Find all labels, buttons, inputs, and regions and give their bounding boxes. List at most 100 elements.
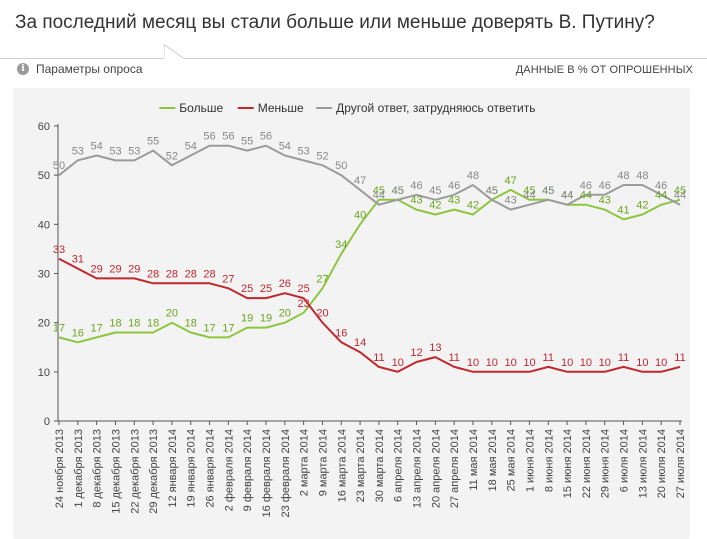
data-label: 11 (543, 352, 554, 364)
data-label: 33 (53, 244, 65, 256)
page-title: За последний месяц вы стали больше или м… (15, 12, 655, 33)
legend-label: Другой ответ, затрудняюсь ответить (336, 101, 535, 115)
data-label: 28 (203, 268, 215, 280)
data-label: 45 (486, 185, 498, 197)
data-label: 46 (410, 180, 422, 192)
data-label: 45 (392, 185, 404, 197)
header-divider-notch (164, 44, 184, 59)
x-tick-label: 1 июня 2014 (524, 429, 536, 492)
data-label: 45 (392, 185, 404, 197)
data-label: 23 (298, 298, 310, 310)
data-label: 44 (373, 190, 385, 202)
data-label: 17 (53, 322, 65, 334)
data-label: 29 (109, 263, 121, 275)
x-tick-label: 1 декабря 2013 (73, 429, 85, 508)
data-label: 44 (561, 190, 573, 202)
data-label: 11 (618, 352, 629, 364)
survey-params-toggle[interactable]: i Параметры опроса (17, 62, 143, 76)
data-label: 17 (91, 322, 103, 334)
data-label: 41 (617, 204, 629, 216)
data-label: 17 (222, 322, 234, 334)
data-label: 29 (91, 263, 103, 275)
data-label: 10 (486, 357, 498, 369)
data-label: 55 (147, 136, 159, 148)
data-label: 55 (241, 136, 253, 148)
data-label: 44 (580, 190, 592, 202)
x-tick-label: 9 февраля 2014 (242, 429, 254, 511)
x-tick-label: 26 января 2014 (205, 429, 217, 508)
x-tick-label: 12 января 2014 (167, 429, 179, 508)
x-tick-label: 8 декабря 2013 (92, 429, 104, 508)
series-line-0 (58, 188, 681, 344)
data-label: 48 (636, 170, 648, 182)
data-label: 53 (298, 145, 310, 157)
x-tick-label: 16 марта 2014 (336, 429, 348, 502)
x-tick-label: 27 апреля 2014 (449, 429, 461, 508)
data-label: 50 (53, 160, 65, 172)
data-label: 18 (185, 318, 197, 330)
x-tick-label: 23 февраля 2014 (280, 429, 292, 517)
data-label: 40 (354, 209, 366, 221)
data-label: 27 (316, 273, 328, 285)
info-icon: i (17, 63, 29, 75)
data-label: 48 (617, 170, 629, 182)
x-tick-label: 18 мая 2014 (487, 429, 499, 491)
data-label: 28 (185, 268, 197, 280)
data-label: 10 (467, 357, 479, 369)
data-label: 19 (260, 313, 272, 325)
x-tick-label: 23 марта 2014 (355, 429, 367, 502)
data-label: 18 (128, 318, 140, 330)
legend-label: Больше (179, 101, 223, 115)
data-label: 11 (674, 352, 685, 364)
header-divider-left (0, 58, 164, 59)
header-divider-right (184, 58, 707, 59)
x-tick-label: 8 июня 2014 (543, 429, 555, 492)
data-label: 11 (448, 352, 459, 364)
series-line-2 (58, 144, 681, 211)
data-label: 26 (279, 278, 291, 290)
data-label: 11 (373, 352, 384, 364)
data-label: 46 (448, 180, 460, 192)
y-tick-label: 40 (38, 219, 50, 231)
data-label: 10 (392, 357, 404, 369)
y-tick-label: 10 (38, 367, 50, 379)
chart-axes: 0 10 20 30 40 50 60 24 ноября 2013 1 декабря 201… (38, 121, 687, 517)
x-tick-label: 6 июля 2014 (619, 429, 631, 492)
data-label: 56 (222, 131, 234, 143)
x-tick-label: 15 июня 2014 (562, 429, 574, 498)
chart-panel: Больше Меньше Другой ответ, затрудняюсь от… (13, 88, 690, 539)
x-tick-label: 20 июля 2014 (656, 429, 668, 498)
data-label: 16 (72, 327, 84, 339)
x-tick-label: 20 апреля 2014 (430, 429, 442, 508)
data-label: 13 (429, 342, 441, 354)
data-label: 25 (241, 283, 253, 295)
data-label: 46 (599, 180, 611, 192)
data-label: 20 (279, 308, 291, 320)
chart-series (58, 144, 681, 373)
data-label: 53 (109, 145, 121, 157)
x-tick-label: 27 июля 2014 (675, 429, 687, 498)
chart-legend: Больше Меньше Другой ответ, затрудняюсь от… (159, 101, 535, 115)
data-label: 18 (147, 318, 159, 330)
x-tick-label: 24 ноября 2013 (54, 429, 66, 508)
data-label: 48 (467, 170, 479, 182)
x-tick-label: 29 декабря 2013 (148, 429, 160, 514)
data-label: 43 (599, 195, 611, 207)
data-label: 42 (467, 200, 479, 212)
data-label: 20 (166, 308, 178, 320)
data-label: 25 (260, 283, 272, 295)
data-label: 28 (166, 268, 178, 280)
data-label: 44 (523, 190, 535, 202)
y-tick-label: 20 (38, 318, 50, 330)
data-label: 47 (505, 175, 517, 187)
data-label: 54 (279, 141, 291, 153)
data-label: 54 (185, 141, 197, 153)
data-label: 44 (655, 190, 667, 202)
data-label: 10 (599, 357, 611, 369)
data-label: 42 (429, 200, 441, 212)
data-label: 47 (354, 175, 366, 187)
chart-data-labels: 17 16 17 18 18 18 20 18 17 17 19 19 20 27 34 40 45 45 43 42… (53, 131, 686, 369)
x-tick-label: 13 июля 2014 (637, 429, 649, 498)
series-line-1 (58, 257, 681, 373)
x-tick-label: 6 апреля 2014 (393, 429, 405, 502)
